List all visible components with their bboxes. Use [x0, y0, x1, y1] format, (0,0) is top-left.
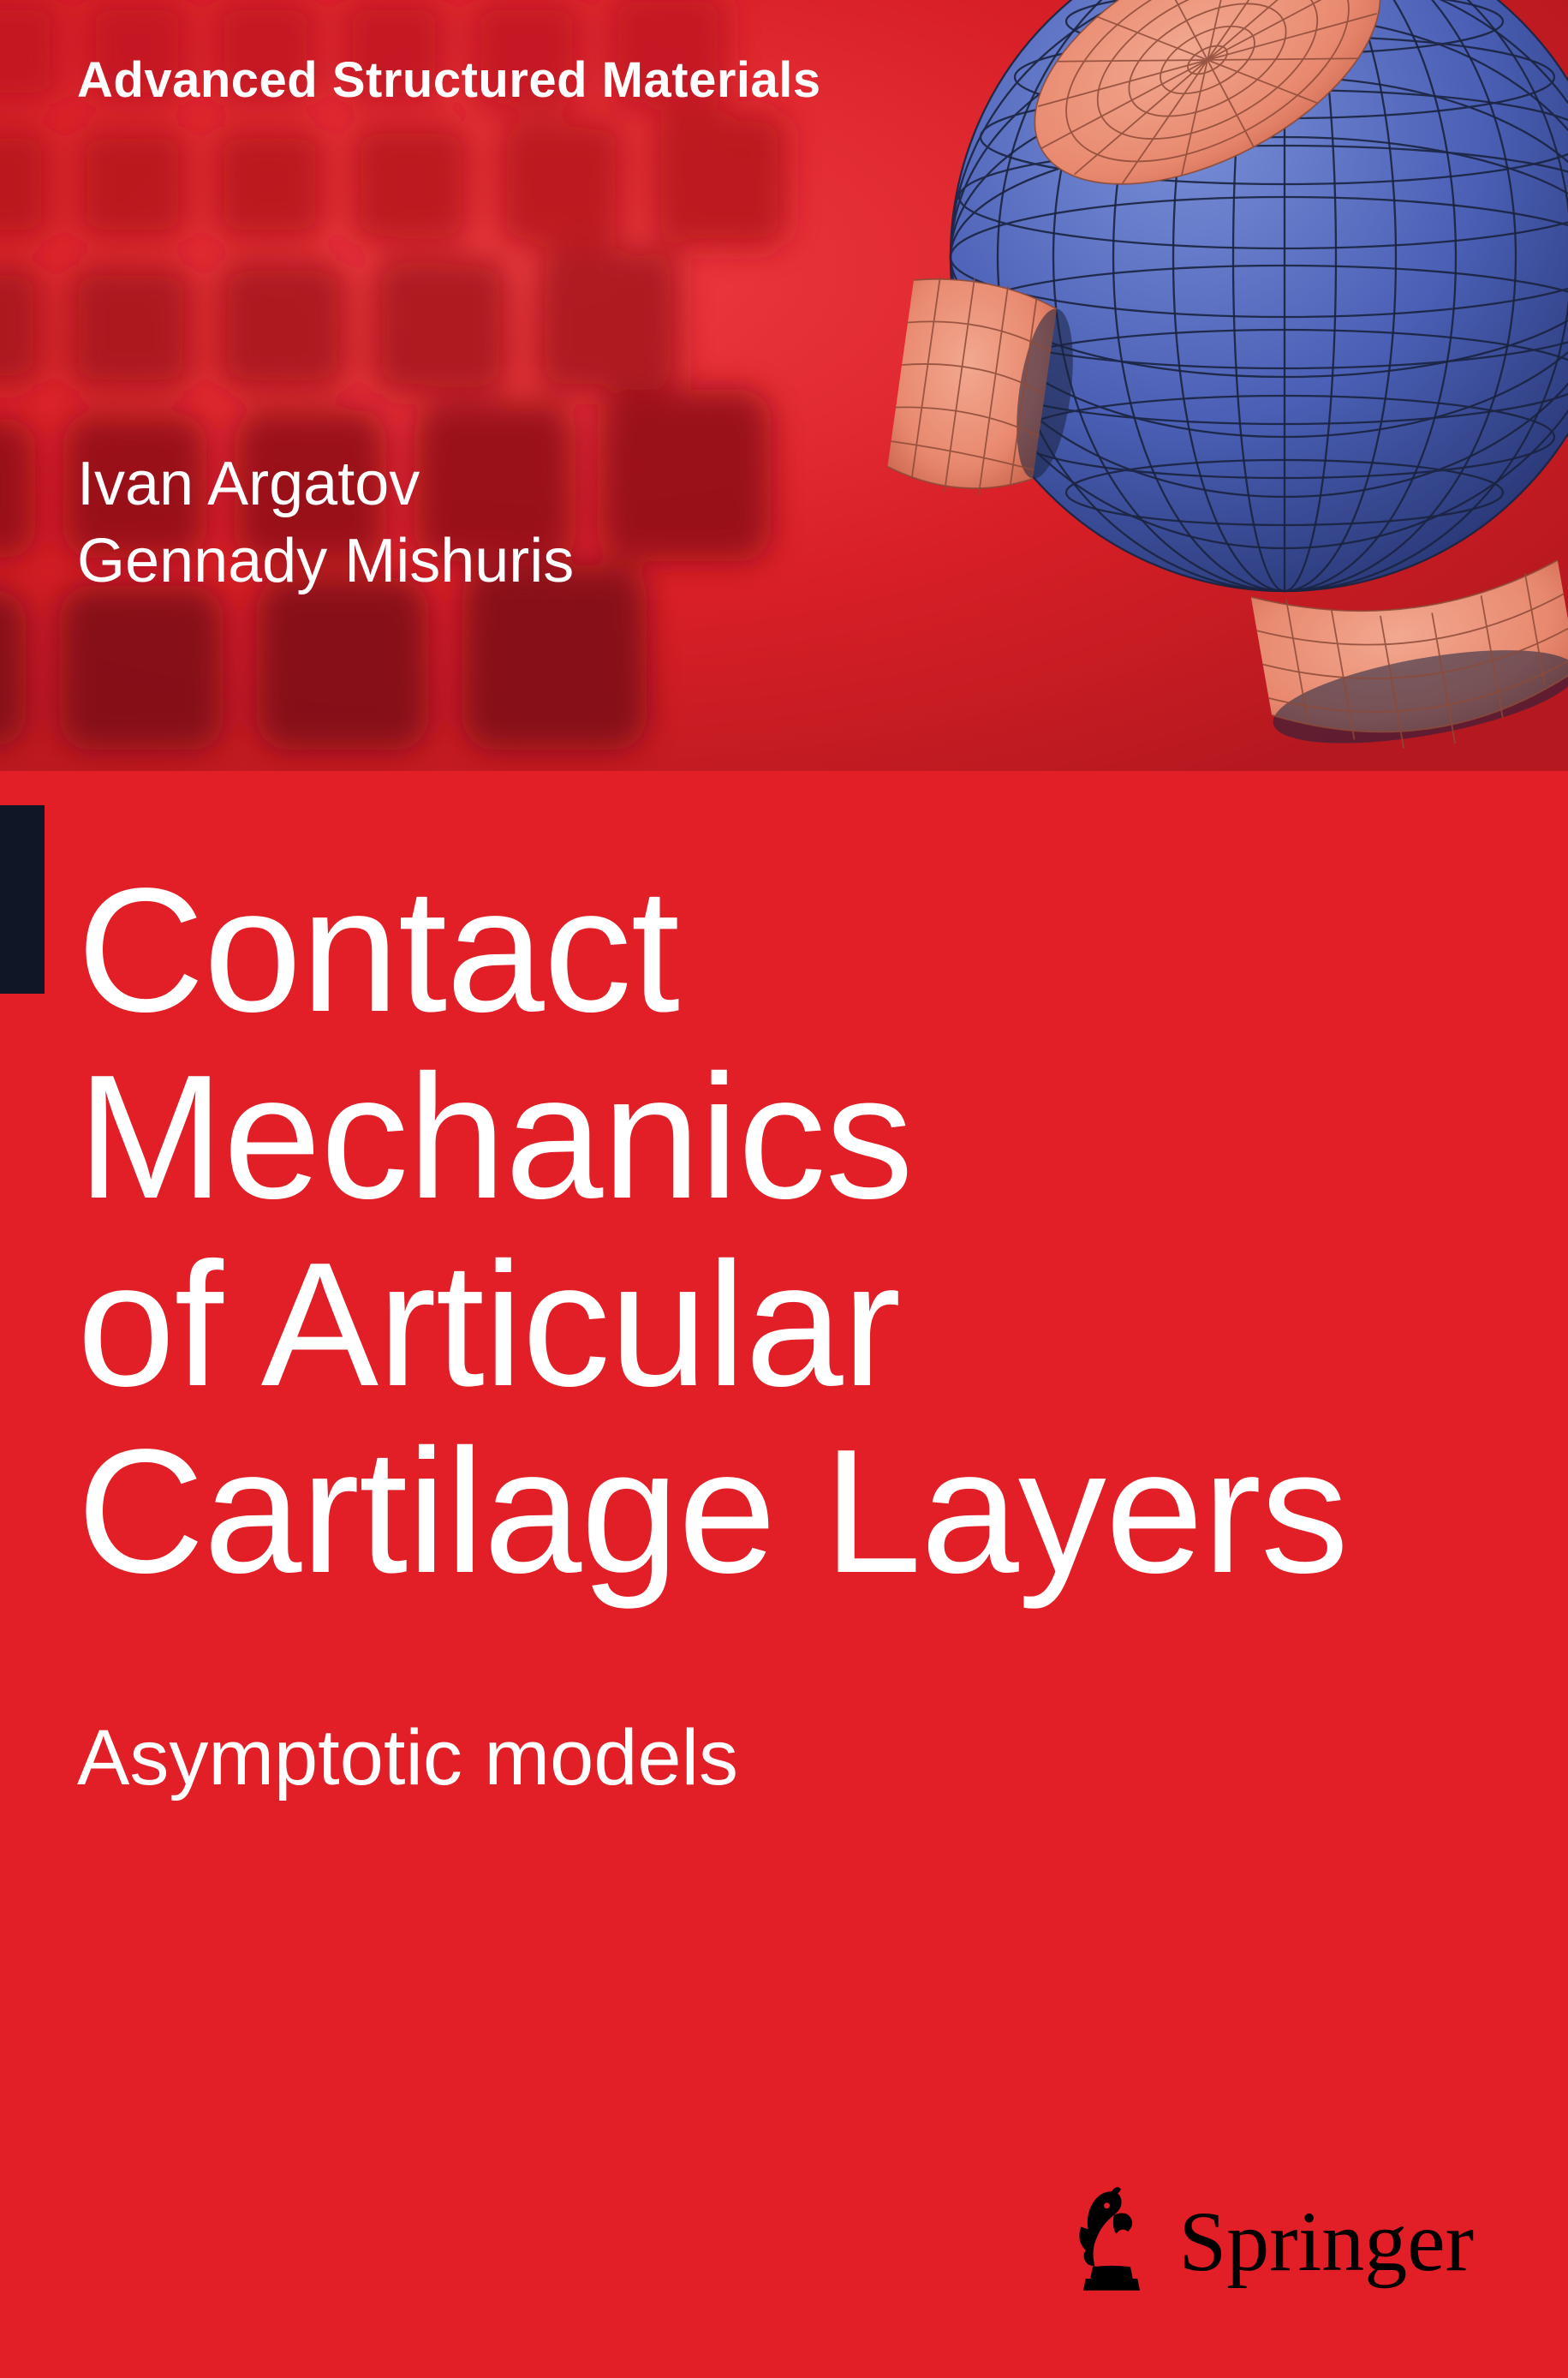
- springer-horse-icon: [1064, 2181, 1159, 2301]
- hero-graphic: [0, 0, 1568, 771]
- title-line: Mechanics: [77, 1043, 1348, 1230]
- series-label: Advanced Structured Materials: [77, 51, 821, 109]
- spine-tab: [0, 805, 45, 994]
- title-line: Contact: [77, 857, 1348, 1043]
- book-title: Contact Mechanics of Articular Cartilage…: [77, 857, 1348, 1604]
- book-subtitle: Asymptotic models: [77, 1713, 738, 1803]
- title-line: Cartilage Layers: [77, 1418, 1348, 1604]
- publisher-block: Springer: [1064, 2181, 1474, 2301]
- mesh-illustration: [0, 0, 1568, 771]
- author-name: Gennady Mishuris: [77, 523, 574, 600]
- title-line: of Articular: [77, 1231, 1348, 1418]
- authors-block: Ivan Argatov Gennady Mishuris: [77, 445, 574, 600]
- author-name: Ivan Argatov: [77, 445, 574, 523]
- publisher-name: Springer: [1179, 2192, 1474, 2291]
